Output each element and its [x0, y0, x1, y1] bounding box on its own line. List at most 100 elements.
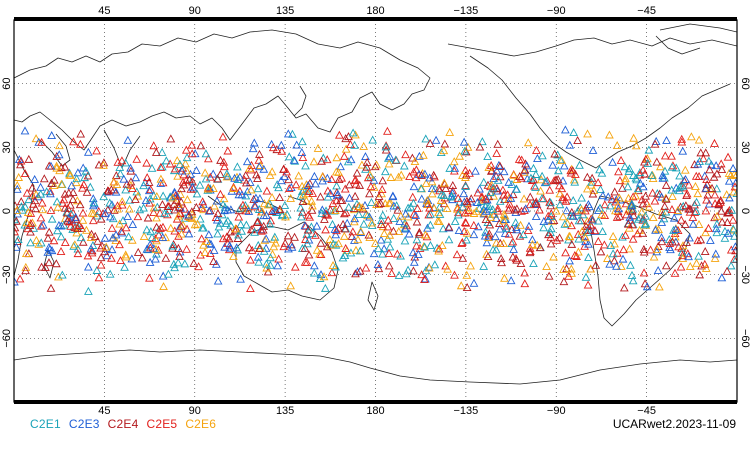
observation-marker — [147, 163, 157, 172]
observation-marker — [476, 196, 486, 205]
observation-marker — [628, 276, 638, 285]
observation-marker — [373, 260, 383, 269]
observation-marker — [529, 259, 538, 267]
observation-marker — [78, 183, 87, 192]
observation-marker — [257, 226, 266, 235]
observation-marker — [563, 218, 572, 227]
observation-marker — [652, 157, 662, 166]
observation-marker — [657, 192, 666, 201]
observation-marker — [320, 283, 330, 292]
observation-marker — [63, 216, 72, 225]
observation-marker — [49, 236, 59, 245]
observation-marker — [362, 162, 372, 171]
observation-marker — [356, 227, 366, 236]
observation-marker — [593, 236, 603, 245]
observation-marker — [641, 220, 651, 229]
observation-marker — [250, 227, 259, 236]
observation-marker — [639, 247, 649, 256]
observation-marker — [614, 193, 624, 202]
observation-marker — [276, 140, 286, 149]
observation-marker — [725, 193, 734, 202]
observation-marker — [436, 148, 446, 157]
observation-marker — [558, 176, 568, 185]
observation-marker — [303, 180, 313, 189]
observation-marker — [546, 224, 556, 233]
observation-marker — [16, 156, 26, 165]
observation-marker — [408, 248, 418, 257]
observation-marker — [72, 174, 82, 183]
observation-marker — [142, 244, 152, 253]
observation-marker — [370, 162, 380, 171]
observation-marker — [107, 200, 117, 209]
observation-marker — [149, 208, 158, 217]
observation-marker — [463, 142, 473, 151]
observation-marker — [65, 217, 74, 226]
observation-marker — [170, 164, 180, 173]
observation-marker — [27, 183, 37, 192]
coastline-new-zealand — [367, 281, 379, 311]
observation-marker — [693, 159, 703, 168]
observation-marker — [639, 244, 649, 253]
observation-marker — [635, 168, 645, 177]
observation-marker — [65, 170, 74, 179]
observation-marker — [287, 242, 297, 251]
observation-marker — [32, 235, 41, 244]
observation-marker — [205, 206, 215, 215]
observation-marker — [175, 251, 184, 260]
observation-marker — [651, 225, 660, 234]
observation-marker — [512, 222, 521, 231]
observation-marker — [340, 184, 350, 193]
observation-marker — [503, 190, 512, 199]
observation-marker — [472, 206, 481, 215]
observation-marker — [187, 207, 197, 216]
observation-marker — [355, 180, 365, 189]
observation-marker — [391, 155, 401, 164]
observation-marker — [218, 132, 228, 141]
observation-marker — [506, 193, 516, 202]
observation-marker — [479, 177, 489, 186]
observation-marker — [111, 171, 121, 180]
observation-marker — [724, 176, 734, 185]
observation-marker — [426, 209, 435, 218]
observation-marker — [730, 231, 737, 240]
observation-marker — [17, 205, 27, 214]
observation-marker — [537, 171, 547, 180]
observation-marker — [633, 184, 643, 193]
observation-marker — [460, 208, 470, 217]
observation-marker — [710, 213, 719, 222]
observation-marker — [729, 187, 737, 196]
observation-marker — [431, 135, 441, 144]
observation-marker — [246, 284, 255, 293]
observation-marker — [205, 172, 215, 181]
observation-marker — [544, 271, 554, 280]
observation-marker — [448, 188, 457, 197]
lon-tick-label-bottom: −90 — [547, 405, 566, 417]
observation-marker — [553, 174, 563, 183]
observation-marker — [152, 191, 162, 200]
observation-marker — [444, 222, 454, 231]
observation-marker — [160, 209, 169, 218]
observation-marker — [209, 184, 218, 193]
observation-marker — [385, 152, 395, 161]
observation-marker — [121, 223, 131, 232]
observation-marker — [345, 193, 354, 202]
observation-marker — [383, 126, 392, 135]
observation-marker — [438, 224, 448, 233]
observation-marker — [383, 222, 393, 231]
observation-marker — [586, 225, 595, 234]
observation-marker — [384, 248, 394, 257]
observation-marker — [327, 268, 337, 277]
observation-marker — [66, 200, 75, 209]
observation-marker — [728, 224, 737, 233]
observation-marker — [229, 183, 238, 192]
observation-marker — [22, 218, 32, 227]
observation-marker — [572, 251, 581, 260]
observation-marker — [97, 241, 107, 250]
lat-tick-label-right: −30 — [739, 265, 750, 284]
observation-marker — [462, 235, 471, 244]
observation-marker — [204, 230, 214, 239]
observation-marker — [621, 199, 631, 208]
observation-marker — [693, 189, 703, 198]
observation-marker — [616, 155, 626, 164]
observation-marker — [265, 199, 275, 208]
